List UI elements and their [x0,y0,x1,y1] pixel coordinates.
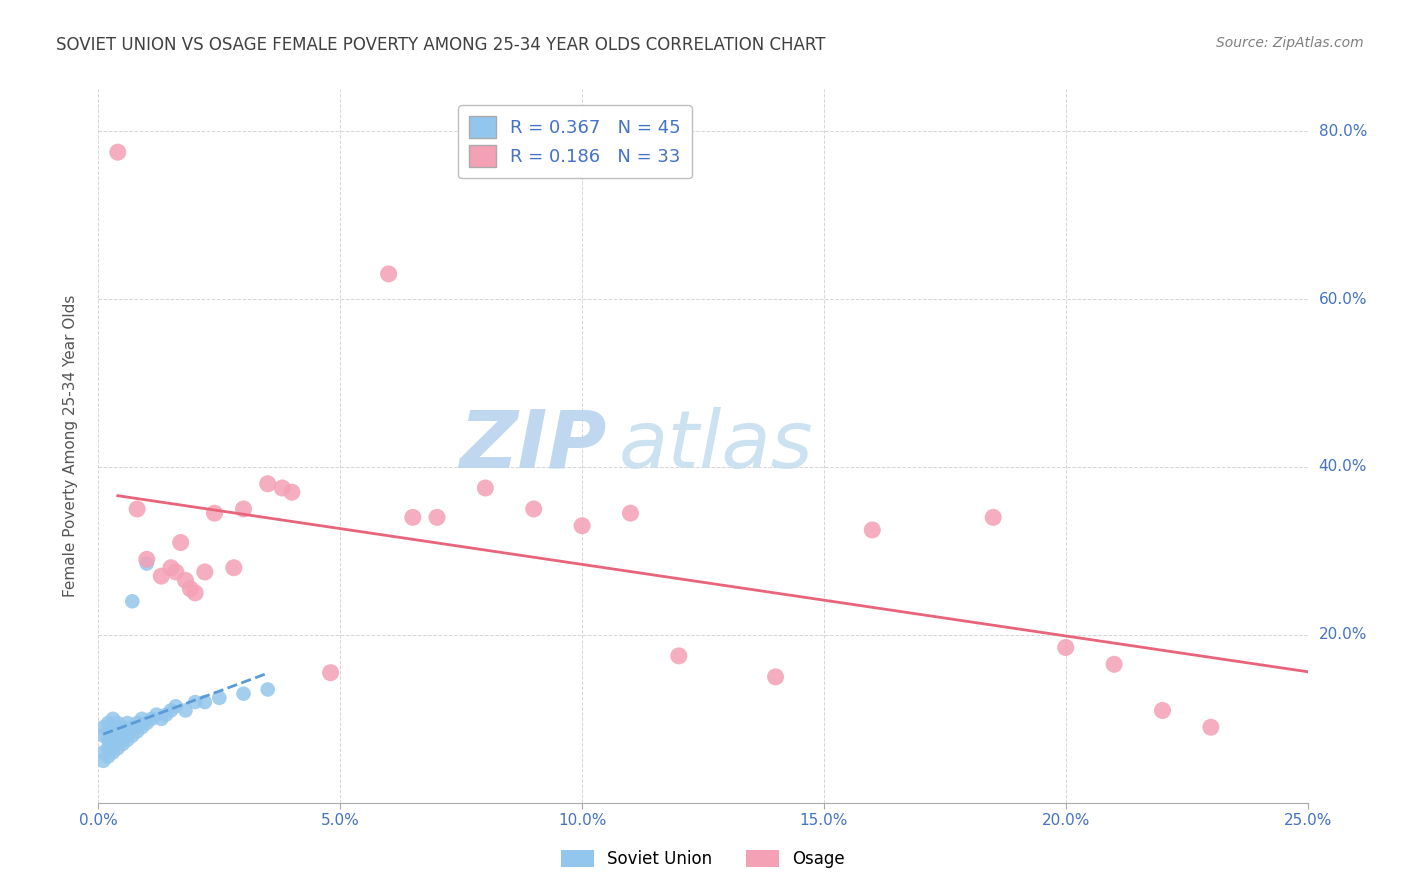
Point [194,695,217,709]
Point [981,510,1004,524]
Point [155,707,177,722]
Point [1152,703,1174,717]
Text: 40.0%: 40.0% [1319,459,1367,475]
Point [101,712,124,726]
Point [111,737,134,751]
Point [101,746,124,760]
Point [169,535,191,549]
Point [91,720,114,734]
Point [121,720,143,734]
Point [107,741,129,756]
Point [145,707,167,722]
Point [165,565,187,579]
Point [97,741,120,756]
Point [619,506,641,520]
Point [107,732,129,747]
Point [271,481,294,495]
Point [127,502,149,516]
Point [1199,720,1222,734]
Text: ZIP: ZIP [458,407,606,485]
Point [97,724,120,739]
Point [256,682,278,697]
Point [160,560,183,574]
Point [131,712,153,726]
Point [107,716,129,731]
Text: 60.0%: 60.0% [1319,292,1367,307]
Point [523,502,546,516]
Point [184,695,207,709]
Point [131,720,153,734]
Point [127,724,149,739]
Text: atlas: atlas [619,407,813,485]
Point [281,485,304,500]
Text: SOVIET UNION VS OSAGE FEMALE POVERTY AMONG 25-34 YEAR OLDS CORRELATION CHART: SOVIET UNION VS OSAGE FEMALE POVERTY AMO… [56,36,825,54]
Point [319,665,342,680]
Point [135,552,157,566]
Point [222,560,245,574]
Point [474,481,496,495]
Text: Source: ZipAtlas.com: Source: ZipAtlas.com [1216,36,1364,50]
Point [117,716,139,731]
Point [107,724,129,739]
Point [426,510,449,524]
Point [194,565,217,579]
Point [402,510,425,524]
Point [179,582,201,596]
Point [111,729,134,743]
Text: 20.0%: 20.0% [1319,627,1367,642]
Point [97,749,120,764]
Point [232,687,254,701]
Point [135,557,157,571]
Point [121,594,143,608]
Point [377,267,399,281]
Point [165,699,187,714]
Point [117,732,139,747]
Y-axis label: Female Poverty Among 25-34 Year Olds: Female Poverty Among 25-34 Year Olds [63,295,77,597]
Text: 80.0%: 80.0% [1319,124,1367,138]
Legend: Soviet Union, Osage: Soviet Union, Osage [554,843,852,875]
Point [150,569,173,583]
Point [1054,640,1077,655]
Point [91,754,114,768]
Point [101,720,124,734]
Point [232,502,254,516]
Point [571,518,593,533]
Point [121,729,143,743]
Point [150,712,173,726]
Point [91,729,114,743]
Point [111,720,134,734]
Point [860,523,883,537]
Point [204,506,226,520]
Point [117,724,139,739]
Point [174,703,197,717]
Point [765,670,787,684]
Point [97,716,120,731]
Point [107,145,129,160]
Point [101,729,124,743]
Point [101,737,124,751]
Point [256,476,278,491]
Point [127,716,149,731]
Point [135,716,157,731]
Point [97,732,120,747]
Point [184,586,207,600]
Point [160,703,183,717]
Point [91,746,114,760]
Point [1102,657,1125,672]
Point [668,648,690,663]
Point [208,690,231,705]
Legend: R = 0.367   N = 45, R = 0.186   N = 33: R = 0.367 N = 45, R = 0.186 N = 33 [458,105,692,178]
Point [141,712,163,726]
Point [174,574,197,588]
